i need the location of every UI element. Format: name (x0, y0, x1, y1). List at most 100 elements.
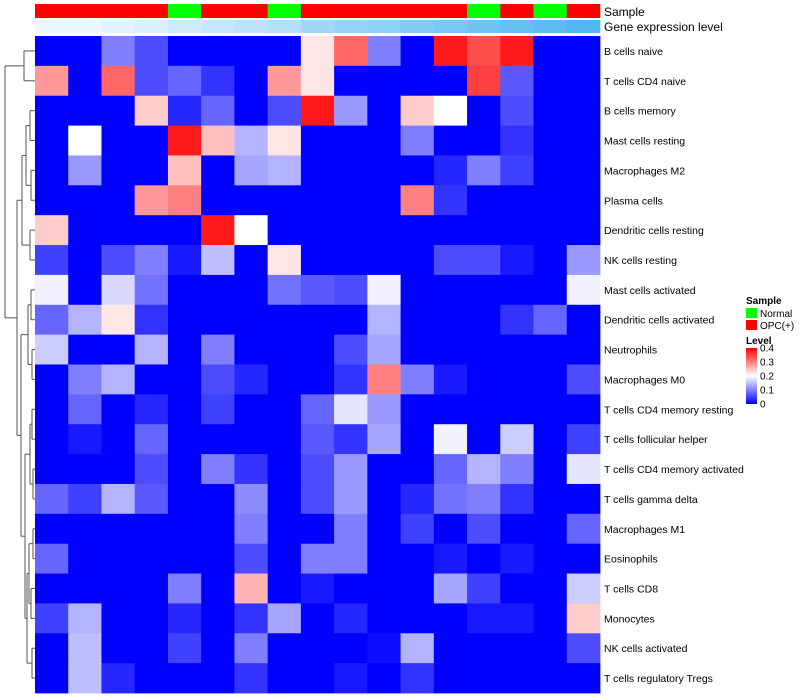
heatmap-cell (500, 245, 534, 276)
heatmap-cell (267, 633, 302, 664)
heatmap-cell (334, 245, 368, 276)
heatmap-cells (35, 36, 601, 694)
heatmap-cell (500, 155, 534, 186)
heatmap-cell (400, 513, 435, 545)
expression-annotation-cell (433, 20, 468, 33)
heatmap-cell (101, 603, 136, 634)
heatmap-cell (300, 513, 335, 545)
heatmap-cell (267, 215, 302, 246)
heatmap-cell (167, 304, 202, 336)
sample-annotation-label: Sample (604, 5, 645, 19)
heatmap-cell (267, 155, 302, 186)
heatmap-cell (234, 364, 269, 395)
heatmap-cell (201, 155, 235, 186)
heatmap-cell (35, 215, 69, 246)
heatmap-cell (500, 215, 534, 246)
heatmap-cell (267, 483, 302, 515)
heatmap-cell (334, 424, 368, 455)
heatmap-cell (267, 334, 302, 365)
heatmap-cell (334, 274, 368, 306)
heatmap-cell (167, 573, 202, 604)
heatmap-cell (433, 155, 468, 186)
heatmap-cell (433, 304, 468, 336)
heatmap-cell (400, 65, 435, 97)
heatmap-cell (300, 155, 335, 186)
heatmap-cell (234, 394, 269, 425)
heatmap-cell (201, 125, 235, 156)
sample-annotation-cell (433, 4, 468, 18)
heatmap-cell (167, 334, 202, 365)
legend-item-label: Normal (760, 309, 792, 320)
heatmap-cell (334, 36, 368, 67)
heatmap-cell (35, 543, 69, 574)
heatmap-cell (201, 454, 235, 485)
heatmap-cell (234, 573, 269, 604)
heatmap-cell (167, 36, 202, 67)
heatmap-cell (234, 513, 269, 545)
heatmap-cell (334, 573, 368, 604)
heatmap-cell (566, 95, 601, 126)
expression-annotation-cell (500, 20, 534, 33)
heatmap-cell (267, 663, 302, 694)
heatmap-cell (500, 36, 534, 67)
heatmap-cell (433, 573, 468, 604)
heatmap-cell (167, 274, 202, 306)
heatmap-cell (35, 454, 69, 485)
heatmap-cell (500, 424, 534, 455)
heatmap-cell (201, 245, 235, 276)
heatmap-cell (400, 215, 435, 246)
heatmap-cell (68, 274, 102, 306)
expression-annotation-cell (334, 20, 368, 33)
heatmap-cell (467, 125, 501, 156)
heatmap-cell (68, 334, 102, 365)
heatmap-cell (334, 483, 368, 515)
heatmap-cell (500, 364, 534, 395)
heatmap-cell (134, 65, 169, 97)
heatmap-cell (234, 245, 269, 276)
heatmap-cell (35, 663, 69, 694)
heatmap-cell (400, 155, 435, 186)
heatmap-cell (566, 603, 601, 634)
heatmap-cell (566, 185, 601, 216)
heatmap-cell (433, 513, 468, 545)
heatmap-cell (101, 65, 136, 97)
heatmap-cell (101, 483, 136, 515)
heatmap-cell (101, 663, 136, 694)
heatmap-cell (68, 95, 102, 126)
heatmap-cell (467, 394, 501, 425)
heatmap-cell (367, 454, 401, 485)
legend-sample-title: Sample (746, 296, 782, 307)
heatmap-cell (367, 663, 401, 694)
row-label: NK cells activated (604, 643, 688, 655)
heatmap-cell (234, 424, 269, 455)
heatmap-cell (101, 573, 136, 604)
heatmap-cell (300, 36, 335, 67)
heatmap-cell (167, 155, 202, 186)
heatmap-cell (566, 454, 601, 485)
heatmap-cell (201, 424, 235, 455)
heatmap-cell (566, 334, 601, 365)
heatmap-cell (300, 334, 335, 365)
legend-tick-label: 0.4 (760, 344, 774, 355)
heatmap-cell (68, 245, 102, 276)
heatmap-cell (334, 663, 368, 694)
heatmap-cell (500, 543, 534, 574)
heatmap-cell (433, 245, 468, 276)
heatmap-cell (167, 65, 202, 97)
heatmap-cell (467, 603, 501, 634)
row-label: Macrophages M2 (604, 165, 685, 177)
heatmap-cell (367, 633, 401, 664)
heatmap-cell (467, 274, 501, 306)
heatmap-cell (533, 95, 568, 126)
heatmap-cell (300, 483, 335, 515)
heatmap-cell (533, 424, 568, 455)
heatmap-cell (367, 304, 401, 336)
heatmap-cell (134, 364, 169, 395)
heatmap-cell (267, 245, 302, 276)
sample-annotation-cell (400, 4, 435, 18)
heatmap-cell (566, 483, 601, 515)
heatmap-cell (68, 454, 102, 485)
expression-annotation-cell (400, 20, 435, 33)
heatmap-cell (433, 663, 468, 694)
heatmap-cell (334, 125, 368, 156)
